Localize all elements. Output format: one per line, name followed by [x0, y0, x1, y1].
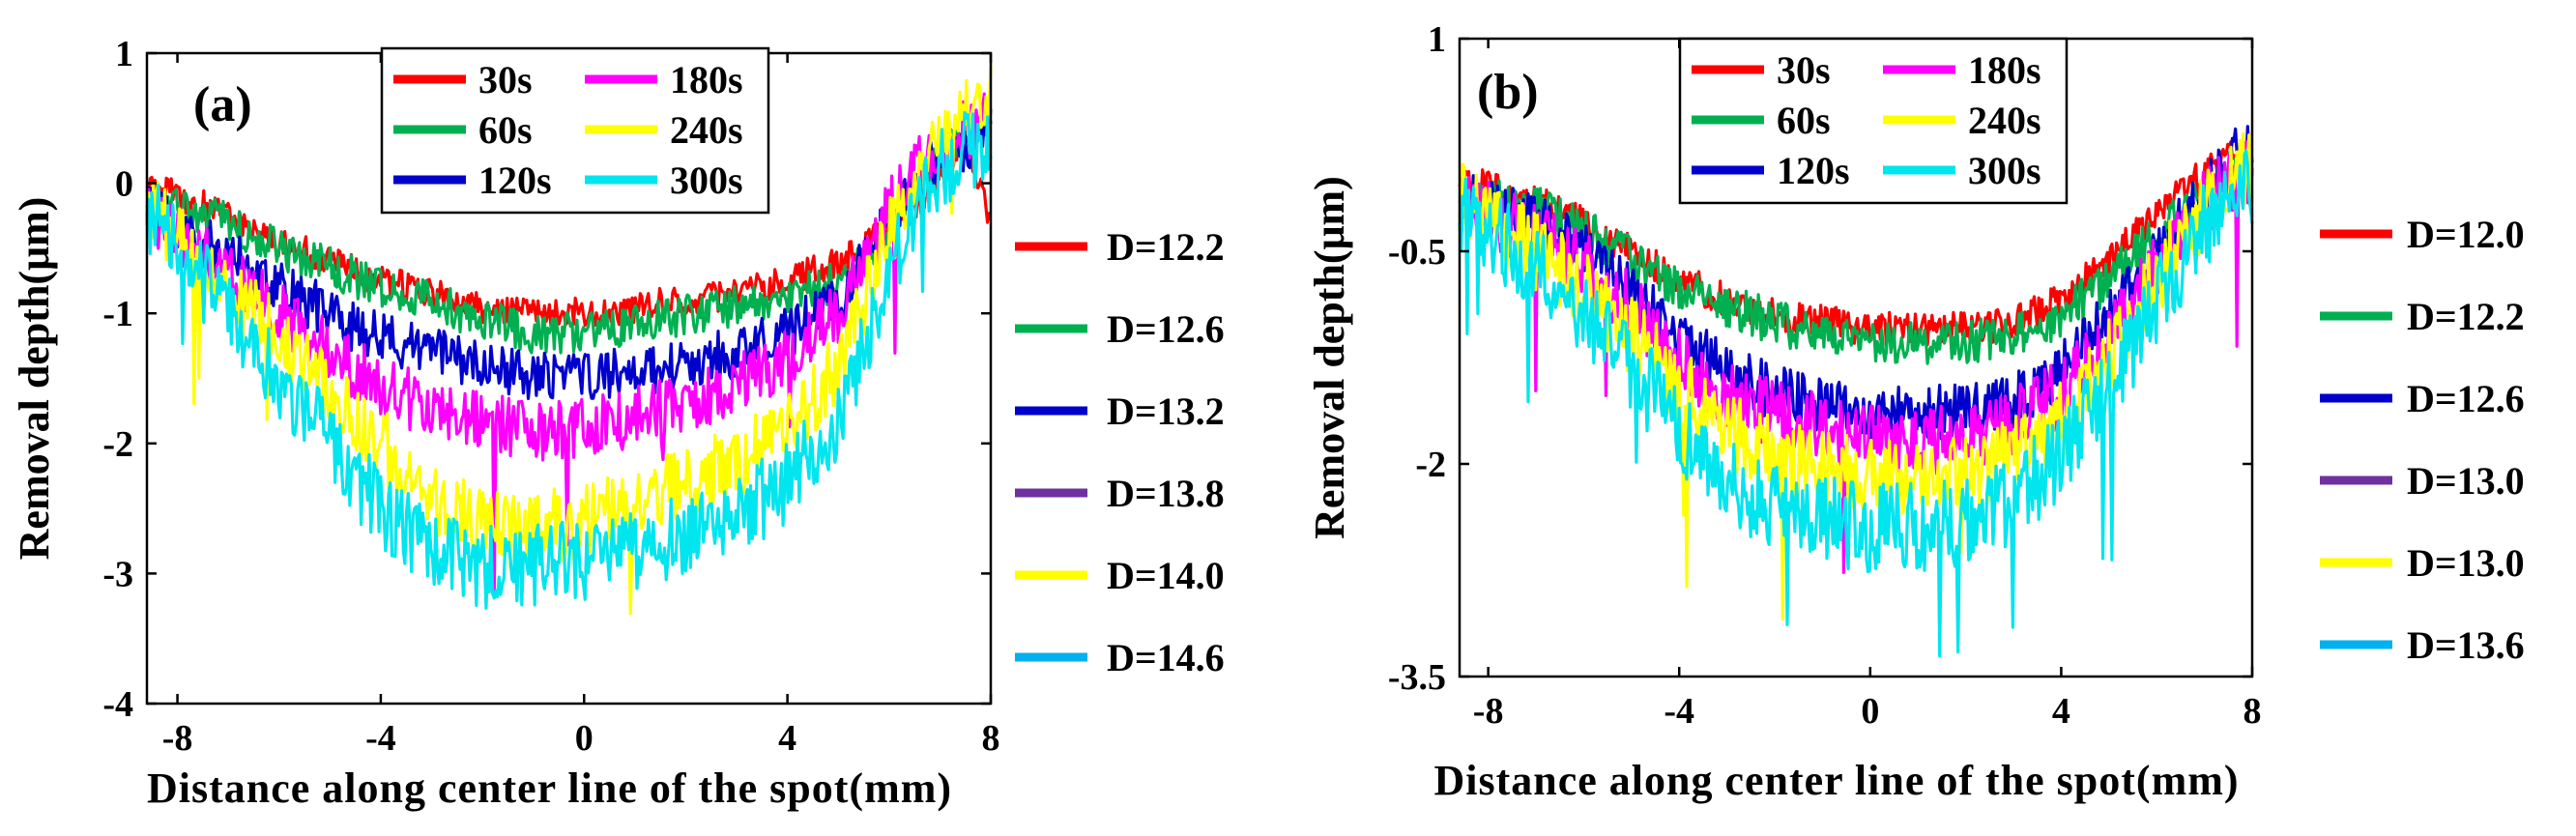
y-tick-label: 0: [115, 164, 133, 205]
x-tick-label: -8: [1473, 691, 1504, 732]
side-legend-label: D=12.6: [1107, 307, 1225, 351]
x-tick-label: 4: [2052, 691, 2070, 732]
x-tick-label: -4: [365, 718, 396, 759]
legend-label-120s: 120s: [478, 159, 552, 202]
x-tick-label: 8: [982, 718, 1000, 759]
side-legend-label: D=12.6: [2407, 377, 2525, 420]
side-legend-label: D=12.0: [2407, 213, 2525, 256]
y-tick-label: -2: [1415, 445, 1446, 485]
legend-label-120s: 120s: [1777, 149, 1850, 192]
x-tick-label: 0: [575, 718, 593, 759]
y-axis-label: Removal depth(μm): [1306, 176, 1353, 539]
x-tick-label: -8: [162, 718, 193, 759]
side-legend-label: D=13.0: [2407, 459, 2525, 503]
series-lines: [145, 65, 993, 616]
series-line-240s: [145, 65, 993, 616]
y-tick-label: -3: [102, 554, 133, 594]
panel-label: (b): [1477, 65, 1539, 120]
x-tick-label: 4: [778, 718, 796, 759]
legend-label-240s: 240s: [1968, 99, 2041, 142]
y-tick-label: -3.5: [1388, 657, 1446, 698]
x-axis-label: Distance along center line of the spot(m…: [1433, 757, 2239, 804]
legend-label-300s: 300s: [670, 159, 743, 202]
legend-label-180s: 180s: [1968, 48, 2041, 92]
legend-label-30s: 30s: [1777, 48, 1831, 92]
legend-label-240s: 240s: [670, 108, 743, 152]
panel-a: -8 -4 0 4 8 1 0 -1 -2 -3 -4 Distance along center l…: [11, 34, 1225, 812]
side-legend-label: D=12.2: [1107, 225, 1225, 269]
x-tick-label: -4: [1664, 691, 1694, 732]
series-line-180s: [1458, 132, 2254, 574]
series-lines: [1458, 125, 2254, 658]
x-axis-label: Distance along center line of the spot(m…: [147, 764, 952, 812]
side-legend-label: D=13.0: [2407, 541, 2525, 585]
panel-b: -8 -4 0 4 8 1 -0.5 -2 -3.5 Distance along center …: [1306, 19, 2525, 804]
legend-label-60s: 60s: [478, 108, 533, 152]
legend-label-180s: 180s: [670, 58, 743, 101]
x-tick-label: 0: [1861, 691, 1879, 732]
legend-label-30s: 30s: [478, 58, 533, 101]
y-tick-label: -2: [102, 424, 133, 465]
y-tick-label: -4: [102, 684, 133, 725]
legend-label-300s: 300s: [1968, 149, 2041, 192]
side-legend-label: D=14.6: [1107, 636, 1225, 679]
y-tick-label: 1: [115, 34, 133, 74]
side-legend-label: D=13.8: [1107, 472, 1225, 515]
legend-label-60s: 60s: [1777, 99, 1831, 142]
side-legend-label: D=14.0: [1107, 554, 1225, 597]
series-line-300s: [145, 110, 993, 610]
y-tick-label: 1: [1428, 19, 1446, 60]
side-legend-label: D=12.2: [2407, 295, 2525, 338]
panel-label: (a): [193, 77, 252, 132]
y-axis-label: Removal depth(μm): [11, 197, 58, 561]
y-tick-label: -0.5: [1388, 232, 1446, 273]
series-line-300s: [1458, 149, 2254, 658]
x-tick-label: 8: [2243, 691, 2262, 732]
y-tick-label: -1: [102, 294, 133, 334]
side-legend-label: D=13.6: [2407, 623, 2525, 667]
side-legend-label: D=13.2: [1107, 389, 1225, 433]
